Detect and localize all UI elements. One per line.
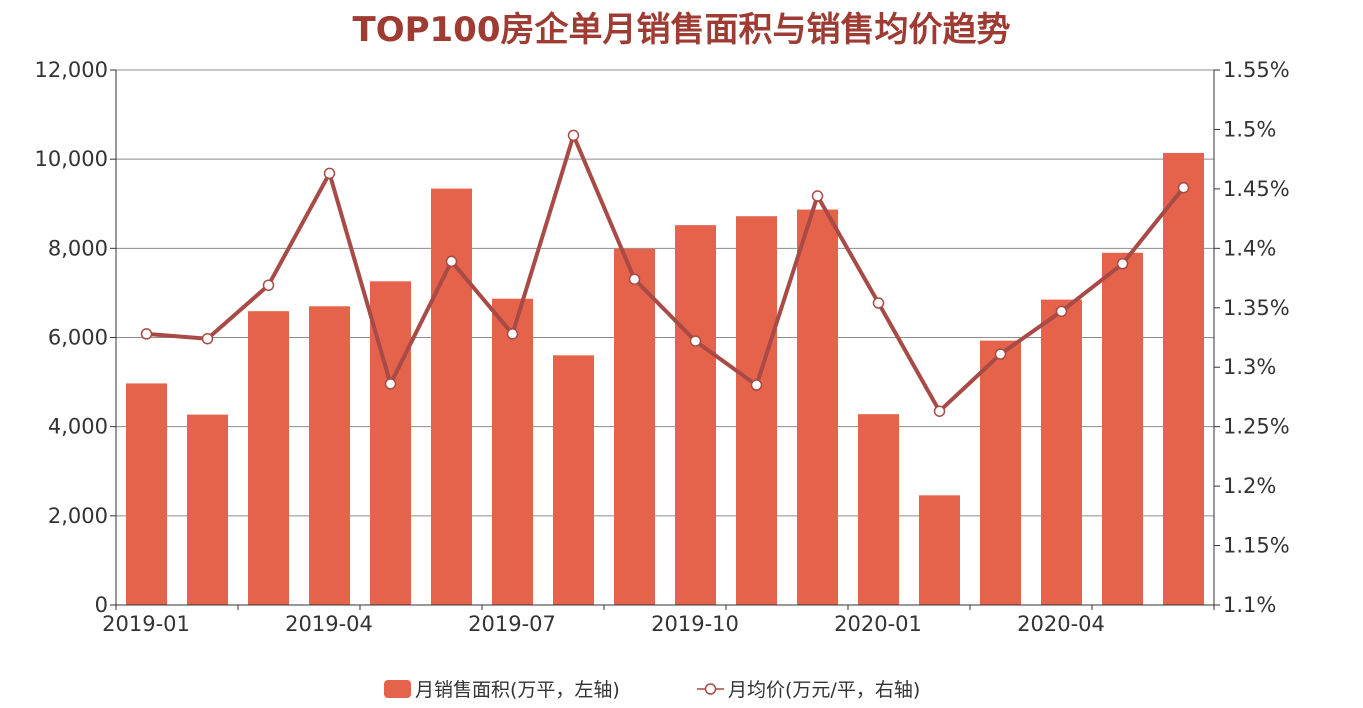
left-tick-label: 2,000 [48, 504, 108, 528]
bar-2019-03[interactable] [248, 311, 289, 605]
price-point-2019-05[interactable] [384, 378, 397, 390]
bar-2020-05[interactable] [1102, 252, 1143, 605]
legend-bar-swatch[interactable] [384, 680, 411, 698]
bar-2019-01[interactable] [126, 383, 167, 605]
bar-2019-07[interactable] [492, 298, 533, 605]
bar-2019-02[interactable] [187, 414, 228, 605]
price-point-2019-08[interactable] [567, 129, 580, 142]
price-point-2019-11[interactable] [750, 379, 763, 391]
x-tick-label: 2020-04 [1017, 612, 1105, 636]
left-tick-label: 8,000 [48, 236, 108, 260]
x-tick-label: 2019-01 [102, 612, 190, 636]
legend-line-marker[interactable] [704, 683, 717, 695]
bar-2019-09[interactable] [614, 248, 655, 605]
right-tick-label: 1.3% [1223, 355, 1276, 379]
right-tick-label: 1.1% [1223, 593, 1276, 617]
bar-2019-11[interactable] [736, 216, 777, 605]
legend-bar-label[interactable]: 月销售面积(万平，左轴) [415, 679, 620, 701]
price-point-2020-05[interactable] [1116, 258, 1129, 270]
bar-2019-06[interactable] [431, 188, 472, 605]
legend[interactable]: 月销售面积(万平，左轴) 月均价(万元/平，右轴) [384, 679, 920, 701]
price-point-2019-04[interactable] [323, 167, 336, 180]
price-point-2019-03[interactable] [262, 279, 275, 291]
legend-line-label[interactable]: 月均价(万元/平，右轴) [728, 679, 920, 701]
price-point-2019-12[interactable] [811, 190, 824, 202]
right-tick-label: 1.25% [1223, 415, 1290, 439]
bar-2020-01[interactable] [858, 414, 899, 605]
bar-2019-08[interactable] [553, 355, 594, 605]
x-tick-label: 2020-01 [834, 612, 922, 636]
right-tick-label: 1.15% [1223, 534, 1290, 558]
price-point-2020-06[interactable] [1177, 181, 1190, 194]
bar-2020-04[interactable] [1041, 299, 1082, 605]
price-point-2020-01[interactable] [872, 297, 885, 309]
chart-title: TOP100房企单月销售面积与销售均价趋势 [352, 10, 1011, 50]
bar-2020-03[interactable] [980, 340, 1021, 605]
bar-2019-04[interactable] [309, 306, 350, 605]
x-tick-label: 2019-04 [285, 612, 373, 636]
price-point-2019-09[interactable] [628, 273, 641, 285]
left-tick-label: 4,000 [48, 415, 108, 439]
price-point-2020-04[interactable] [1055, 305, 1068, 318]
price-point-2019-02[interactable] [201, 332, 214, 345]
price-point-2019-10[interactable] [689, 335, 702, 347]
right-tick-label: 1.45% [1223, 177, 1290, 201]
left-tick-label: 12,000 [35, 58, 108, 82]
bar-2019-12[interactable] [797, 209, 838, 605]
left-tick-label: 10,000 [35, 147, 108, 171]
right-tick-label: 1.2% [1223, 474, 1276, 498]
price-point-2019-07[interactable] [506, 328, 519, 340]
line-layer [140, 129, 1190, 417]
x-tick-label: 2019-10 [651, 612, 739, 636]
bar-2020-02[interactable] [919, 495, 960, 605]
price-point-2019-01[interactable] [140, 328, 153, 340]
left-tick-label: 6,000 [48, 326, 108, 350]
left-tick-label: 0 [95, 593, 108, 617]
x-tick-label: 2019-07 [468, 612, 556, 636]
right-tick-label: 1.35% [1223, 296, 1290, 320]
price-point-2020-03[interactable] [994, 348, 1007, 360]
bar-layer [126, 152, 1204, 606]
price-point-2019-06[interactable] [445, 255, 458, 268]
axis-layer: 0 2,000 4,000 6,000 8,000 10,000 12,000 1.1% 1.1… [35, 58, 1290, 636]
bar-2019-10[interactable] [675, 225, 716, 605]
right-tick-label: 1.5% [1223, 117, 1276, 141]
right-tick-label: 1.55% [1223, 58, 1290, 82]
right-tick-label: 1.4% [1223, 236, 1276, 260]
price-point-2020-02[interactable] [933, 405, 946, 417]
price-line [146, 133, 1186, 414]
bar-2020-06[interactable] [1163, 152, 1204, 606]
